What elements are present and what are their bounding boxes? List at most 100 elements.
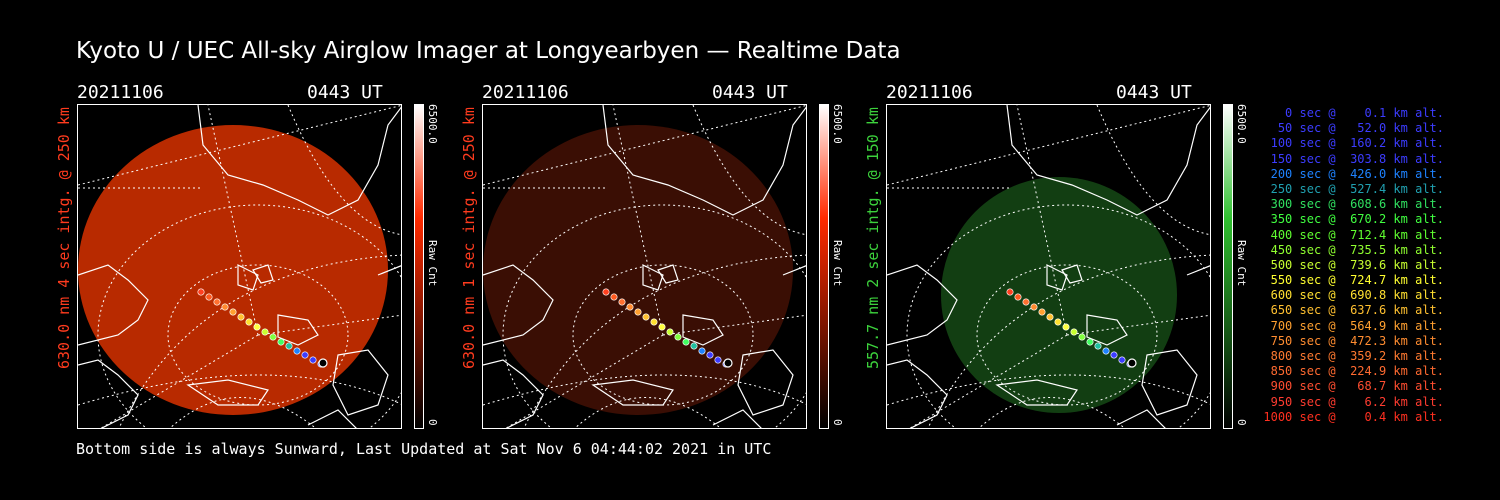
legend-row: 950 sec @ 6.2 km alt. bbox=[1263, 394, 1444, 409]
trajectory-point bbox=[1054, 318, 1062, 326]
legend-row: 550 sec @ 724.7 km alt. bbox=[1263, 273, 1444, 288]
trajectory-point bbox=[1070, 328, 1078, 336]
legend-row: 800 sec @ 359.2 km alt. bbox=[1263, 349, 1444, 363]
trajectory-point bbox=[618, 298, 626, 306]
colorbar bbox=[414, 104, 424, 429]
trajectory-point bbox=[309, 356, 317, 364]
panel-wavelength-label: 557.7 nm 2 sec intg. @ 150 km bbox=[864, 107, 882, 369]
trajectory-point bbox=[1022, 298, 1030, 306]
trajectory-legend: 0 sec @ 0.1 km alt. 50 sec @ 52.0 km alt… bbox=[1262, 106, 1444, 425]
trajectory-point bbox=[1094, 342, 1102, 350]
trajectory-point bbox=[1086, 338, 1094, 346]
sky-image bbox=[78, 125, 388, 415]
colorbar-max-label: 6500.0 bbox=[831, 104, 844, 144]
panel-wavelength-label: 630.0 nm 4 sec intg. @ 250 km bbox=[55, 107, 73, 369]
trajectory-point bbox=[666, 328, 674, 336]
panel-time: 0443 UT bbox=[307, 82, 383, 103]
trajectory-point bbox=[642, 313, 650, 321]
trajectory-point bbox=[602, 288, 610, 296]
coastline bbox=[78, 105, 401, 428]
panel-time: 0443 UT bbox=[1116, 82, 1192, 103]
colorbar-min-label: 0 bbox=[1235, 419, 1248, 426]
colorbar-min-label: 0 bbox=[426, 419, 439, 426]
legend-row: 650 sec @ 637.6 km alt. bbox=[1263, 303, 1444, 318]
trajectory-point bbox=[1078, 333, 1086, 341]
colorbar-unit-label: Raw Cnt bbox=[1235, 240, 1248, 287]
legend-row: 500 sec @ 739.6 km alt. bbox=[1263, 257, 1444, 272]
coastline bbox=[483, 105, 806, 428]
panel-date: 20211106 bbox=[77, 82, 164, 103]
station-marker bbox=[318, 358, 328, 368]
page-title: Kyoto U / UEC All-sky Airglow Imager at … bbox=[76, 38, 901, 64]
legend-row: 1000 sec @ 0.4 km alt. bbox=[1263, 409, 1444, 424]
footer-note: Bottom side is always Sunward, Last Upda… bbox=[76, 440, 772, 458]
legend-row: 150 sec @ 303.8 km alt. bbox=[1263, 151, 1444, 166]
trajectory-point bbox=[221, 303, 229, 311]
legend-row: 100 sec @ 160.2 km alt. bbox=[1263, 136, 1444, 151]
panel-date: 20211106 bbox=[886, 82, 973, 103]
trajectory-point bbox=[277, 338, 285, 346]
legend-row: 400 sec @ 712.4 km alt. bbox=[1263, 227, 1444, 242]
trajectory-point bbox=[626, 303, 634, 311]
trajectory-point bbox=[293, 347, 301, 355]
trajectory-point bbox=[658, 323, 666, 331]
legend-row: 300 sec @ 608.6 km alt. bbox=[1263, 197, 1444, 212]
trajectory-point bbox=[1030, 303, 1038, 311]
trajectory-point bbox=[674, 333, 682, 341]
sky-image bbox=[941, 177, 1177, 413]
colorbar-unit-label: Raw Cnt bbox=[426, 240, 439, 287]
legend-row: 600 sec @ 690.8 km alt. bbox=[1263, 288, 1444, 303]
trajectory-point bbox=[205, 293, 213, 301]
trajectory-point bbox=[610, 293, 618, 301]
station-marker bbox=[1127, 358, 1137, 368]
trajectory-point bbox=[237, 313, 245, 321]
graticule bbox=[78, 105, 401, 428]
graticule bbox=[483, 105, 806, 428]
colorbar bbox=[1223, 104, 1233, 429]
colorbar-unit-label: Raw Cnt bbox=[831, 240, 844, 287]
airglow-image-panel bbox=[77, 104, 402, 429]
legend-row: 200 sec @ 426.0 km alt. bbox=[1263, 166, 1444, 181]
trajectory-point bbox=[301, 351, 309, 359]
trajectory-point bbox=[269, 333, 277, 341]
colorbar-max-label: 6500.0 bbox=[1235, 104, 1248, 144]
trajectory-point bbox=[1110, 351, 1118, 359]
legend-row: 700 sec @ 564.9 km alt. bbox=[1263, 318, 1444, 333]
station-marker bbox=[723, 358, 733, 368]
airglow-image-panel bbox=[886, 104, 1211, 429]
trajectory-point bbox=[285, 342, 293, 350]
trajectory-point bbox=[253, 323, 261, 331]
trajectory-point bbox=[1118, 356, 1126, 364]
colorbar-min-label: 0 bbox=[831, 419, 844, 426]
trajectory-point bbox=[706, 351, 714, 359]
trajectory-point bbox=[229, 308, 237, 316]
trajectory-point bbox=[698, 347, 706, 355]
graticule bbox=[887, 105, 1210, 428]
trajectory-point bbox=[1046, 313, 1054, 321]
trajectory-point bbox=[213, 298, 221, 306]
trajectory-point bbox=[634, 308, 642, 316]
trajectory-point bbox=[714, 356, 722, 364]
legend-row: 450 sec @ 735.5 km alt. bbox=[1263, 242, 1444, 257]
airglow-image-panel bbox=[482, 104, 807, 429]
trajectory-point bbox=[650, 318, 658, 326]
panel-time: 0443 UT bbox=[712, 82, 788, 103]
sky-image bbox=[483, 125, 793, 415]
legend-row: 750 sec @ 472.3 km alt. bbox=[1263, 333, 1444, 348]
legend-row: 850 sec @ 224.9 km alt. bbox=[1263, 364, 1444, 379]
colorbar bbox=[819, 104, 829, 429]
coastline bbox=[887, 105, 1210, 428]
trajectory-point bbox=[1014, 293, 1022, 301]
trajectory-point bbox=[682, 338, 690, 346]
trajectory-point bbox=[1062, 323, 1070, 331]
trajectory-point bbox=[261, 328, 269, 336]
trajectory-point bbox=[197, 288, 205, 296]
panel-wavelength-label: 630.0 nm 1 sec intg. @ 250 km bbox=[460, 107, 478, 369]
trajectory-point bbox=[1038, 308, 1046, 316]
legend-row: 900 sec @ 68.7 km alt. bbox=[1263, 379, 1444, 394]
panel-date: 20211106 bbox=[482, 82, 569, 103]
trajectory-point bbox=[690, 342, 698, 350]
colorbar-max-label: 6500.0 bbox=[426, 104, 439, 144]
legend-row: 50 sec @ 52.0 km alt. bbox=[1263, 121, 1444, 136]
legend-row: 350 sec @ 670.2 km alt. bbox=[1263, 212, 1444, 227]
